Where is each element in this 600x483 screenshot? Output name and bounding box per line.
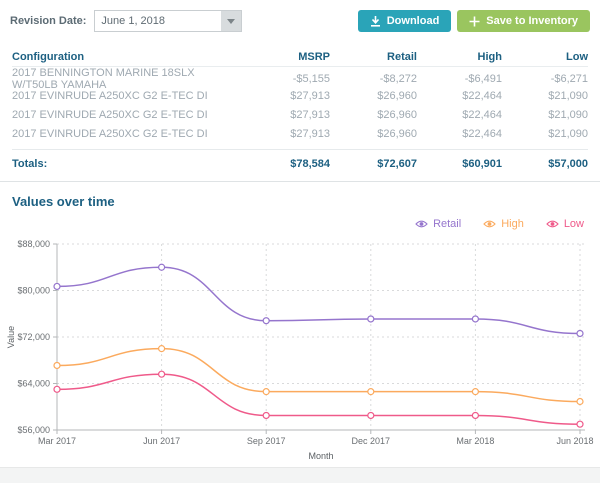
row-high: -$6,491 xyxy=(464,73,502,85)
svg-text:$56,000: $56,000 xyxy=(17,425,50,435)
download-button[interactable]: Download xyxy=(357,10,452,32)
download-icon xyxy=(370,15,381,27)
row-retail: $26,960 xyxy=(377,89,417,102)
svg-text:Jun 2018: Jun 2018 xyxy=(556,436,593,446)
row-high: $22,464 xyxy=(462,108,502,121)
row-config: 2017 EVINRUDE A250XC G2 E-TEC DI xyxy=(12,89,208,102)
row-config: 2017 EVINRUDE A250XC G2 E-TEC DI xyxy=(12,108,208,121)
save-to-inventory-button[interactable]: Save to Inventory xyxy=(457,10,590,32)
plus-icon xyxy=(469,16,480,27)
col-configuration: Configuration xyxy=(12,50,85,63)
svg-text:$88,000: $88,000 xyxy=(17,239,50,249)
row-low: -$6,271 xyxy=(550,73,588,85)
table-row: 2017 EVINRUDE A250XC G2 E-TEC DI $27,913… xyxy=(12,124,588,143)
svg-text:Mar 2017: Mar 2017 xyxy=(38,436,76,446)
totals-high: $60,901 xyxy=(462,158,502,170)
row-high: $22,464 xyxy=(462,127,502,140)
legend-label: High xyxy=(501,218,524,230)
table-row: 2017 EVINRUDE A250XC G2 E-TEC DI $27,913… xyxy=(12,86,588,105)
svg-text:$64,000: $64,000 xyxy=(17,379,50,389)
row-retail: $26,960 xyxy=(377,127,417,140)
svg-text:Mar 2018: Mar 2018 xyxy=(456,436,494,446)
svg-text:Dec 2017: Dec 2017 xyxy=(352,436,391,446)
chart-section-title: Values over time xyxy=(12,194,115,209)
row-high: $22,464 xyxy=(462,89,502,102)
totals-msrp: $78,584 xyxy=(290,158,330,170)
svg-text:Jun 2017: Jun 2017 xyxy=(143,436,180,446)
legend-item-low[interactable]: Low xyxy=(546,217,584,231)
row-msrp: $27,913 xyxy=(290,89,330,102)
footer-strip xyxy=(0,467,600,483)
legend-label: Low xyxy=(563,218,584,230)
svg-text:Month: Month xyxy=(308,451,333,461)
revision-date-label: Revision Date: xyxy=(10,15,87,27)
save-label: Save to Inventory xyxy=(486,15,578,27)
totals-row: Totals: $78,584 $72,607 $60,901 $57,000 xyxy=(12,149,588,176)
col-low: Low xyxy=(566,50,588,63)
chevron-down-icon xyxy=(227,18,236,24)
eye-icon xyxy=(546,219,559,229)
revision-date-select[interactable]: June 1, 2018 xyxy=(94,10,243,32)
legend-label: Retail xyxy=(433,218,462,230)
row-retail: $26,960 xyxy=(377,108,417,121)
eye-icon xyxy=(483,219,496,229)
row-config: 2017 BENNINGTON MARINE 18SLX W/T50LB YAM… xyxy=(12,67,195,91)
row-msrp: -$5,155 xyxy=(292,73,330,85)
table-row: 2017 EVINRUDE A250XC G2 E-TEC DI $27,913… xyxy=(12,105,588,124)
table-row: 2017 BENNINGTON MARINE 18SLX W/T50LB YAM… xyxy=(12,67,588,91)
totals-label: Totals: xyxy=(12,158,48,170)
legend-item-retail[interactable]: Retail xyxy=(415,217,461,231)
legend-item-high[interactable]: High xyxy=(483,217,524,231)
col-retail: Retail xyxy=(387,50,417,63)
svg-text:Sep 2017: Sep 2017 xyxy=(247,436,286,446)
totals-low: $57,000 xyxy=(548,158,588,170)
valuation-table: Configuration MSRP Retail High Low 2017 … xyxy=(12,47,588,176)
line-chart: $56,000 $64,000 $72,000 $80,000 $88,000 Mar 2… xyxy=(6,239,594,461)
col-high: High xyxy=(477,50,502,63)
eye-icon xyxy=(415,219,428,229)
svg-text:Value: Value xyxy=(6,326,16,348)
row-low: $21,090 xyxy=(548,108,588,121)
download-label: Download xyxy=(386,15,440,27)
row-msrp: $27,913 xyxy=(290,127,330,140)
select-arrow-button[interactable] xyxy=(221,11,242,31)
table-header-row: Configuration MSRP Retail High Low xyxy=(12,47,588,67)
chart-legend: Retail High Low xyxy=(0,217,584,231)
values-over-time-chart: $56,000 $64,000 $72,000 $80,000 $88,000 Mar 2… xyxy=(0,235,600,467)
row-low: $21,090 xyxy=(548,89,588,102)
section-divider xyxy=(0,181,600,182)
svg-text:$80,000: $80,000 xyxy=(17,286,50,296)
toolbar: Revision Date: June 1, 2018 Download Sav… xyxy=(0,0,600,33)
totals-retail: $72,607 xyxy=(377,158,417,170)
col-msrp: MSRP xyxy=(298,50,330,63)
row-config: 2017 EVINRUDE A250XC G2 E-TEC DI xyxy=(12,127,208,140)
row-low: $21,090 xyxy=(548,127,588,140)
svg-text:$72,000: $72,000 xyxy=(17,332,50,342)
revision-date-value: June 1, 2018 xyxy=(101,15,166,27)
row-retail: -$8,272 xyxy=(379,73,417,85)
row-msrp: $27,913 xyxy=(290,108,330,121)
